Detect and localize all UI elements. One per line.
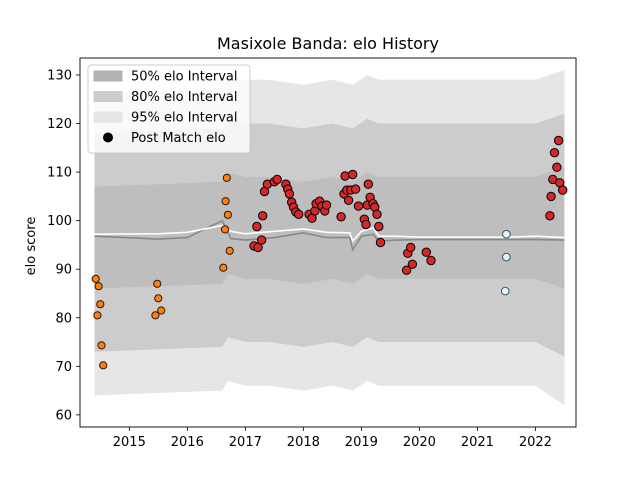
x-tick-label: 2017 — [229, 435, 262, 450]
data-point-early — [91, 274, 100, 283]
data-point-main — [426, 255, 436, 266]
legend-label: 80% elo Interval — [131, 90, 238, 105]
data-point-early — [99, 361, 108, 370]
data-point-early — [93, 311, 102, 320]
axes-frame — [79, 57, 577, 428]
data-point-main — [374, 221, 384, 232]
data-point-late — [549, 148, 560, 158]
data-point-main — [401, 265, 412, 275]
x-tick-label: 2019 — [345, 435, 378, 450]
legend-label: 50% elo Interval — [131, 70, 238, 85]
y-tick-label: 70 — [55, 360, 72, 375]
data-point-main — [361, 219, 371, 230]
data-point-early — [153, 279, 162, 288]
data-point-late — [552, 162, 562, 172]
plot-inner — [91, 70, 568, 406]
data-point-main — [256, 235, 267, 245]
x-tick-label: 2018 — [287, 435, 320, 450]
data-point-late — [546, 191, 556, 202]
x-tick-label: 2020 — [403, 435, 436, 450]
x-tick-label: 2016 — [171, 435, 204, 450]
legend-label: Post Match elo — [131, 131, 226, 146]
y-tick-label: 100 — [47, 214, 72, 229]
data-point-late — [558, 185, 568, 195]
data-point-main — [421, 247, 431, 257]
data-point-early — [154, 294, 163, 303]
legend-swatch — [93, 70, 123, 82]
data-point-light — [502, 229, 511, 239]
data-point-main — [340, 171, 350, 181]
data-point-main — [407, 259, 418, 269]
data-point-main — [348, 169, 358, 180]
y-tick-label: 90 — [55, 263, 72, 278]
legend-swatch — [93, 91, 123, 102]
data-point-light — [502, 252, 511, 262]
data-point-early — [221, 197, 230, 206]
legend-marker — [103, 132, 113, 143]
y-tick-label: 60 — [55, 408, 72, 423]
data-point-main — [258, 211, 268, 221]
data-point-early — [220, 225, 230, 234]
data-point-main — [353, 201, 364, 211]
data-point-early — [219, 263, 228, 272]
data-point-main — [406, 242, 416, 253]
chart-title: Masixole Banda: elo History — [217, 34, 439, 53]
data-point-early — [94, 282, 103, 291]
legend: 50% elo Interval 80% elo Interval 95% elo … — [87, 64, 251, 154]
data-point-main — [294, 209, 304, 220]
x-tick-label: 2022 — [519, 435, 552, 450]
data-point-early — [96, 300, 105, 309]
data-point-light — [500, 286, 510, 296]
data-point-main — [252, 221, 262, 232]
data-point-main — [363, 179, 373, 189]
data-point-early — [223, 210, 232, 219]
data-point-main — [343, 195, 354, 206]
x-tick-label: 2015 — [113, 435, 146, 450]
data-point-late — [545, 211, 555, 221]
data-point-early — [222, 173, 231, 182]
data-point-early — [225, 246, 234, 255]
y-axis-label: elo score — [24, 217, 39, 276]
data-point-late — [553, 135, 564, 146]
legend-box — [87, 64, 251, 154]
data-point-main — [375, 237, 386, 248]
data-point-main — [272, 174, 282, 185]
legend-swatch — [93, 111, 123, 123]
data-point-main — [350, 184, 361, 194]
legend-label: 95% elo Interval — [131, 111, 238, 126]
data-point-main — [336, 212, 346, 222]
data-point-early — [151, 311, 160, 320]
band-50 — [94, 167, 565, 289]
y-tick-label: 110 — [47, 166, 72, 181]
y-tick-label: 120 — [47, 117, 72, 132]
data-point-early — [97, 341, 106, 350]
data-point-early — [157, 306, 166, 315]
y-tick-label: 80 — [55, 311, 72, 326]
data-point-main — [284, 189, 295, 199]
x-tick-label: 2021 — [461, 435, 494, 450]
y-tick-label: 130 — [47, 68, 72, 83]
data-point-main — [321, 200, 332, 210]
data-point-main — [372, 209, 382, 220]
plot-area: 2015 2016 2017 2018 2019 2020 2021 2022 60 70 80 90… — [47, 57, 577, 450]
